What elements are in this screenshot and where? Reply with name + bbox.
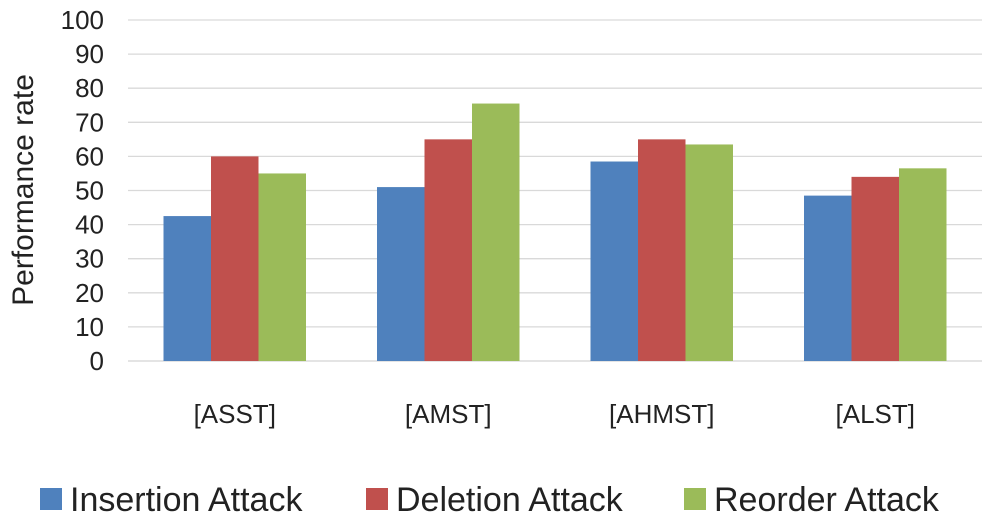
legend-swatch-deletion-attack (366, 488, 388, 510)
y-axis-label: Performance rate (7, 74, 40, 306)
legend-label: Deletion Attack (396, 481, 624, 519)
legend-swatch-insertion-attack (40, 488, 62, 510)
y-tick-label: 30 (75, 244, 104, 274)
legend: Insertion Attack Deletion Attack Reorder A… (40, 481, 940, 519)
x-tick-label: [AMST] (405, 399, 492, 429)
bar-reorder-attack-1 (472, 103, 520, 362)
x-axis-ticks: [ASST] [AMST] [AHMST] [ALST] (194, 399, 915, 429)
bar-insertion-attack-0 (163, 216, 211, 361)
legend-label: Reorder Attack (714, 481, 940, 519)
legend-swatch-reorder-attack (684, 488, 706, 510)
y-tick-label: 0 (90, 346, 104, 376)
bar-insertion-attack-1 (377, 187, 425, 361)
y-tick-label: 10 (75, 312, 104, 342)
x-tick-label: [ALST] (836, 399, 915, 429)
y-tick-label: 40 (75, 210, 104, 240)
y-tick-label: 60 (75, 141, 104, 171)
bar-insertion-attack-2 (590, 161, 638, 361)
x-tick-label: [AHMST] (609, 399, 714, 429)
bar-reorder-attack-3 (899, 168, 947, 361)
x-tick-label: [ASST] (194, 399, 276, 429)
y-tick-label: 50 (75, 176, 104, 206)
y-tick-label: 80 (75, 73, 104, 103)
y-axis-ticks: 0 10 20 30 40 50 60 70 80 90 100 (61, 5, 104, 376)
bars (163, 103, 947, 362)
y-tick-label: 20 (75, 278, 104, 308)
bar-reorder-attack-2 (685, 144, 733, 361)
bar-deletion-attack-0 (211, 156, 259, 361)
bar-reorder-attack-0 (258, 173, 306, 361)
y-tick-label: 70 (75, 107, 104, 137)
bar-deletion-attack-3 (851, 176, 899, 361)
bar-insertion-attack-3 (804, 195, 852, 361)
bar-deletion-attack-1 (424, 139, 472, 361)
y-tick-label: 100 (61, 5, 104, 35)
y-tick-label: 90 (75, 39, 104, 69)
legend-label: Insertion Attack (70, 481, 303, 519)
bar-deletion-attack-2 (638, 139, 686, 361)
